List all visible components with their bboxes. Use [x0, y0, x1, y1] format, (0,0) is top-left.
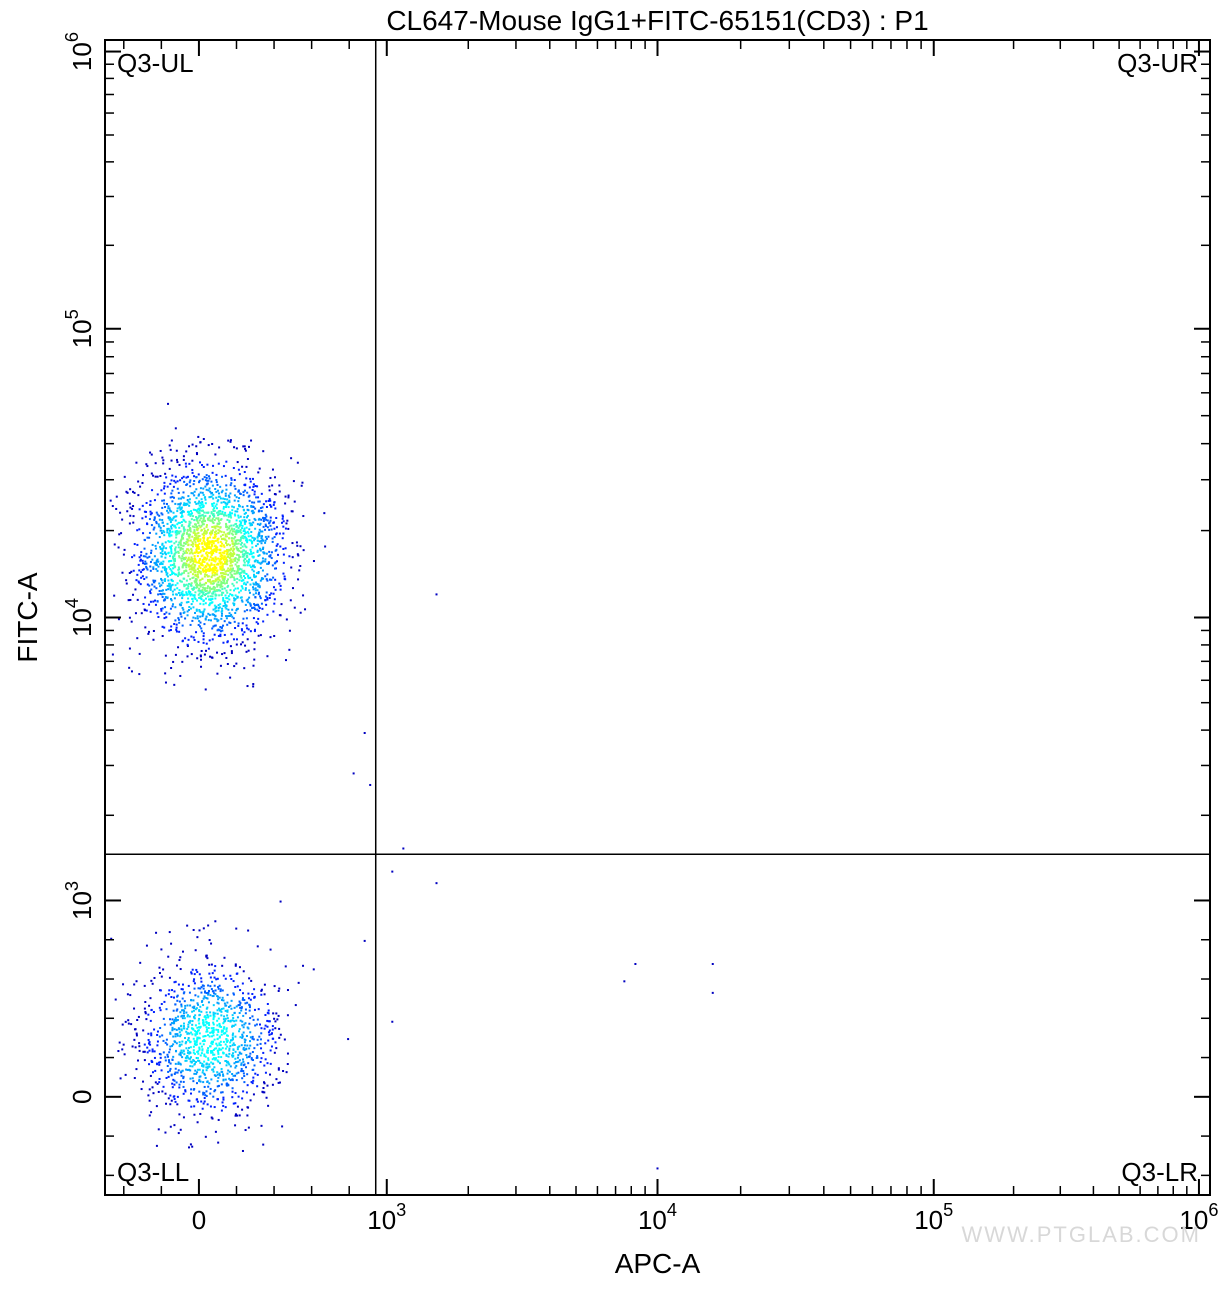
- svg-text:0: 0: [67, 1090, 97, 1104]
- svg-text:103: 103: [367, 1200, 406, 1235]
- svg-text:CL647-Mouse IgG1+FITC-65151(CD: CL647-Mouse IgG1+FITC-65151(CD3) : P1: [386, 5, 928, 36]
- svg-text:Q3-LR: Q3-LR: [1121, 1157, 1198, 1187]
- svg-text:0: 0: [192, 1205, 206, 1235]
- watermark-text: WWW.PTGLAB.COM: [962, 1222, 1201, 1248]
- flow-cytometry-plot: 01031041051060103104105106Q3-ULQ3-URQ3-L…: [0, 0, 1231, 1293]
- svg-text:105: 105: [62, 309, 97, 348]
- svg-text:Q3-UL: Q3-UL: [117, 48, 194, 78]
- svg-text:FITC-A: FITC-A: [12, 572, 43, 663]
- svg-text:104: 104: [638, 1200, 677, 1235]
- svg-text:Q3-LL: Q3-LL: [117, 1157, 189, 1187]
- svg-text:APC-A: APC-A: [615, 1248, 701, 1279]
- svg-text:Q3-UR: Q3-UR: [1117, 48, 1198, 78]
- plot-svg: 01031041051060103104105106Q3-ULQ3-URQ3-L…: [0, 0, 1231, 1293]
- svg-text:103: 103: [62, 881, 97, 920]
- svg-text:104: 104: [62, 598, 97, 637]
- svg-text:105: 105: [914, 1200, 953, 1235]
- svg-text:106: 106: [62, 32, 97, 71]
